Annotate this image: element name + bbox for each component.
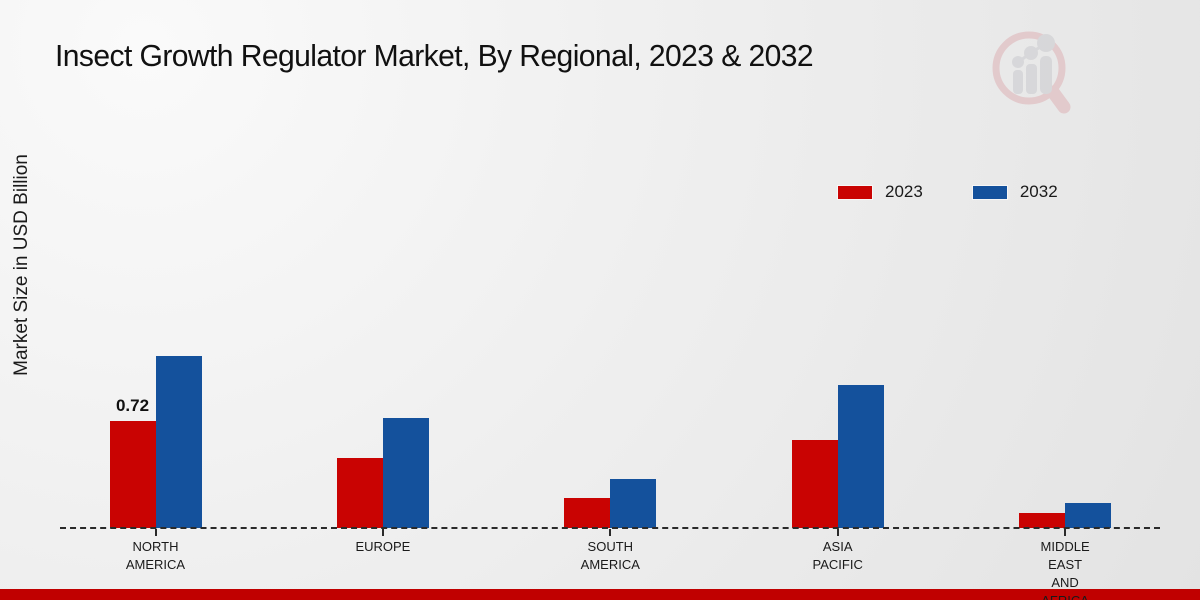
bar-2032-europe	[382, 418, 429, 528]
legend-label-2023: 2023	[885, 182, 923, 201]
legend: 2023 2032	[838, 182, 1058, 202]
legend-item-2032: 2032	[972, 182, 1058, 202]
x-axis-tick-europe	[381, 529, 384, 536]
bar-2032-north-america	[155, 356, 202, 528]
legend-swatch-2023	[838, 185, 872, 199]
legend-item-2023: 2023	[838, 182, 923, 202]
x-axis-tick-asia-pacific	[836, 529, 839, 536]
footer-band	[0, 589, 1200, 600]
legend-label-2032: 2032	[1019, 182, 1058, 201]
legend-swatch-2032	[972, 185, 1007, 199]
bar-2023-north-america	[109, 421, 156, 528]
bar-2023-asia-pacific	[791, 440, 838, 528]
x-axis-baseline	[60, 527, 1160, 529]
x-label-south-america: SOUTH AMERICA	[580, 539, 640, 572]
chart-title: Insect Growth Regulator Market, By Regio…	[55, 38, 814, 73]
bar-2023-europe	[336, 458, 383, 528]
x-axis-tick-south-america	[609, 529, 612, 536]
x-label-north-america: NORTH AMERICA	[125, 539, 186, 572]
x-label-asia-pacific: ASIA PACIFIC	[812, 539, 863, 572]
bar-2032-south-america	[610, 479, 657, 528]
data-label-2023: 0.72	[115, 396, 150, 415]
bar-2032-middle-east-and-africa	[1065, 503, 1112, 528]
x-axis-tick-middle-east-and-africa	[1064, 529, 1067, 536]
bar-2032-asia-pacific	[837, 385, 884, 528]
bar-2023-middle-east-and-africa	[1019, 513, 1066, 528]
x-label-europe: EUROPE	[355, 539, 411, 554]
bar-2023-south-america	[564, 498, 611, 528]
x-axis-tick-north-america	[154, 529, 157, 536]
x-label-middle-east-and-africa: MIDDLEEASTANDAFRICA	[1040, 539, 1090, 600]
magnifier-bar-chart-logo-icon	[985, 26, 1077, 127]
